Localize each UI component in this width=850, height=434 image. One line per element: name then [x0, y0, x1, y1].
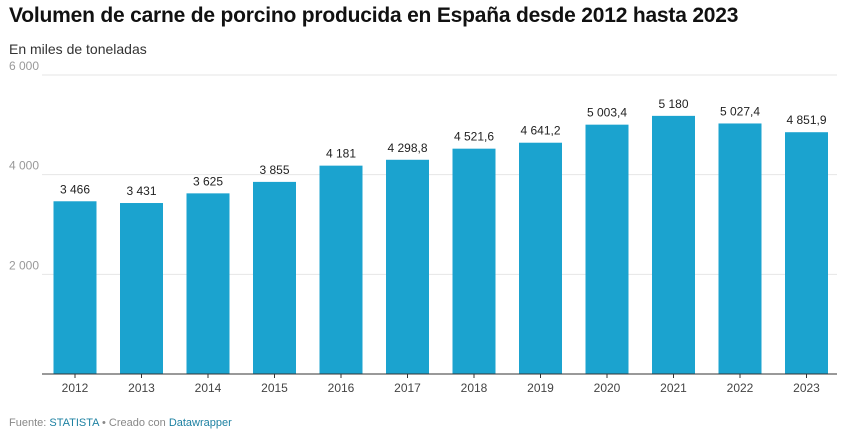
- data-label: 5 003,4: [587, 106, 627, 120]
- bar: [585, 124, 629, 374]
- data-label: 5 180: [658, 97, 688, 111]
- x-tick-label: 2012: [62, 381, 89, 395]
- x-tick-label: 2013: [128, 381, 155, 395]
- bar: [718, 123, 762, 375]
- data-label: 3 625: [193, 174, 223, 188]
- data-label: 4 641,2: [520, 124, 560, 138]
- bar: [386, 159, 429, 374]
- separator: •: [101, 417, 106, 429]
- bar: [186, 193, 230, 374]
- data-label: 5 027,4: [720, 104, 760, 118]
- footer: Fuente: STATISTA • Creado con Datawrappe…: [9, 417, 232, 429]
- data-label: 3 466: [60, 182, 90, 196]
- bar: [120, 203, 163, 374]
- datawrapper-link[interactable]: Datawrapper: [168, 417, 232, 429]
- bar: [53, 201, 97, 374]
- data-label: 3 431: [126, 184, 156, 198]
- bar: [253, 181, 296, 374]
- x-tick-label: 2022: [727, 381, 754, 395]
- bar: [519, 142, 562, 374]
- y-tick-label: 6 000: [9, 59, 39, 73]
- source-label: Fuente:: [9, 417, 47, 429]
- bar: [785, 132, 828, 374]
- data-label: 4 851,9: [786, 113, 826, 127]
- created-label: Creado con: [108, 417, 166, 429]
- x-tick-label: 2023: [793, 381, 820, 395]
- x-tick-label: 2015: [261, 381, 288, 395]
- data-label: 4 298,8: [387, 141, 427, 155]
- bar: [452, 148, 496, 374]
- bars: [53, 115, 828, 375]
- source-link[interactable]: STATISTA: [49, 417, 99, 429]
- bar: [652, 115, 695, 374]
- data-label: 3 855: [259, 163, 289, 177]
- x-tick-label: 2017: [394, 381, 421, 395]
- x-axis-ticks: 2012 2013 2014 2015 2016 2017 2018 2019 2020 2021…: [62, 374, 820, 395]
- x-tick-label: 2016: [328, 381, 355, 395]
- x-tick-label: 2019: [527, 381, 554, 395]
- bar: [319, 165, 363, 374]
- chart-subtitle: En miles de toneladas: [9, 41, 147, 57]
- bar-chart: 2 000 4 000 6 000 3 466 3 431 3 625 3 855 4 18…: [9, 59, 837, 395]
- gridlines: 2 000 4 000 6 000: [9, 59, 837, 275]
- data-label: 4 521,6: [454, 130, 494, 144]
- y-tick-label: 4 000: [9, 159, 39, 173]
- x-tick-label: 2021: [660, 381, 687, 395]
- chart-title: Volumen de carne de porcino producida en…: [9, 4, 739, 27]
- x-tick-label: 2014: [195, 381, 222, 395]
- x-tick-label: 2018: [461, 381, 488, 395]
- value-labels: 3 466 3 431 3 625 3 855 4 181 4 298,8 4 521,6 4…: [60, 97, 827, 198]
- data-label: 4 181: [326, 147, 356, 161]
- x-tick-label: 2020: [594, 381, 621, 395]
- y-tick-label: 2 000: [9, 258, 39, 272]
